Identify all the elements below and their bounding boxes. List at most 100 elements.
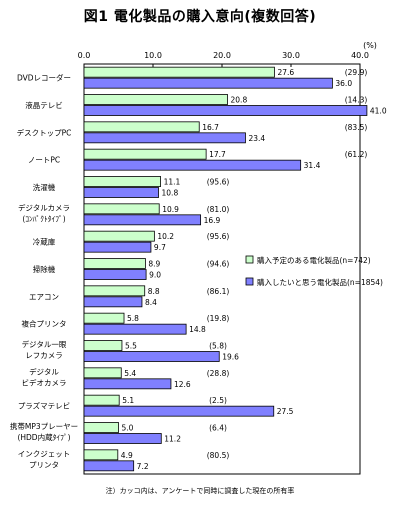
data-label-desired: 36.0 [335, 79, 352, 88]
category-label: 液晶テレビ [25, 100, 63, 110]
category-label: 携帯MP3プレーヤー [10, 421, 78, 431]
category-label: 複合プリンタ [22, 319, 67, 329]
ownership-rate: (94.6) [207, 260, 230, 269]
category-label: DVDレコーダー [17, 73, 71, 83]
bar-planned [83, 449, 119, 461]
data-label-desired: 19.6 [222, 353, 239, 362]
bar-desired [83, 433, 162, 444]
bar-planned [83, 121, 200, 133]
data-label-desired: 12.6 [174, 380, 191, 389]
data-label-planned: 5.4 [124, 369, 136, 378]
data-label-desired: 31.4 [304, 161, 321, 170]
data-label-desired: 10.8 [162, 189, 179, 198]
bar-desired [83, 405, 275, 417]
data-label-planned: 17.7 [209, 150, 226, 159]
bar-planned [83, 230, 155, 242]
data-label-planned: 10.9 [162, 205, 179, 214]
category-label: エアコン [29, 292, 59, 301]
bar-planned [83, 66, 275, 78]
ownership-rate: (5.8) [209, 342, 227, 351]
bar-planned [83, 285, 146, 297]
data-label-desired: 8.4 [145, 298, 157, 307]
x-tick-label: 0.0 [78, 51, 91, 60]
category-label: 掃除機 [33, 264, 56, 274]
ownership-rate: (61.2) [345, 150, 368, 159]
data-label-desired: 9.0 [149, 271, 161, 280]
bar-planned [83, 258, 146, 269]
footnote: 注）カッコ内は、アンケートで同時に調査した現在の所有率 [105, 487, 295, 495]
category-label: レフカメラ [25, 351, 63, 360]
data-label-planned: 8.8 [148, 287, 160, 296]
bar-desired [83, 378, 172, 390]
data-label-planned: 8.9 [148, 260, 160, 269]
bar-planned [83, 148, 207, 160]
data-label-planned: 5.5 [125, 342, 137, 351]
ownership-rate: (29.9) [345, 68, 368, 77]
category-label: デジタルカメラ [18, 202, 70, 212]
ownership-rate: (80.5) [207, 451, 230, 460]
category-label: プラズマテレビ [18, 401, 70, 411]
category-label: (ｺﾝﾊﾟｸﾄﾀｲﾌﾟ) [22, 214, 65, 223]
bar-desired [83, 241, 152, 253]
data-label-planned: 5.8 [127, 314, 139, 323]
bar-desired [83, 269, 147, 280]
category-label: デスクトップPC [17, 127, 72, 137]
bar-desired [83, 77, 333, 89]
category-label: (HDD内蔵ﾀｲﾌﾟ) [17, 432, 70, 442]
category-label: デジタル [29, 366, 59, 376]
data-label-desired: 14.8 [189, 325, 206, 334]
category-label: ビデオカメラ [22, 377, 67, 387]
data-label-desired: 27.5 [277, 407, 294, 416]
unit-label: (%) [363, 41, 377, 50]
category-label: プリンタ [29, 460, 59, 469]
ownership-rate: (28.8) [207, 369, 230, 378]
x-tick-label: 10.0 [144, 51, 162, 60]
data-label-desired: 9.7 [154, 243, 166, 252]
ownership-rate: (95.6) [207, 232, 230, 241]
ownership-rate: (86.1) [207, 287, 230, 296]
data-label-planned: 20.8 [231, 96, 248, 105]
category-label: 洗濯機 [33, 182, 56, 192]
x-tick-label: 40.0 [351, 51, 369, 60]
bar-planned [83, 203, 160, 215]
bar-planned [83, 312, 125, 324]
bar-planned [83, 422, 119, 433]
data-label-planned: 5.0 [122, 424, 134, 433]
legend-label: 購入したいと思う電化製品(n=1854) [257, 277, 383, 287]
legend-swatch [245, 277, 254, 286]
data-label-planned: 11.1 [164, 178, 181, 187]
bar-planned [83, 340, 123, 351]
data-label-desired: 41.0 [370, 107, 387, 116]
chart-title: 図1 電化製品の購入意向(複数回答) [83, 9, 317, 25]
category-label: ノートPC [28, 156, 60, 165]
legend-swatch [245, 255, 254, 264]
data-label-desired: 7.2 [137, 462, 149, 471]
data-label-desired: 23.4 [248, 134, 265, 143]
bar-desired [83, 323, 187, 335]
data-label-planned: 5.1 [122, 396, 134, 405]
ownership-rate: (83.5) [345, 123, 368, 132]
data-label-desired: 11.2 [164, 435, 181, 444]
category-label: デジタル一眼 [22, 339, 67, 349]
bar-desired [83, 296, 143, 308]
bar-desired [83, 132, 246, 144]
bar-planned [83, 367, 122, 379]
data-label-desired: 16.9 [204, 216, 221, 225]
ownership-rate: (19.8) [207, 314, 230, 323]
data-label-planned: 4.9 [121, 451, 133, 460]
category-label: 冷蔵庫 [33, 237, 56, 247]
ownership-rate: (81.0) [207, 205, 230, 214]
bar-desired [83, 159, 302, 171]
bar-desired [83, 187, 159, 198]
x-tick-label: 20.0 [213, 51, 231, 60]
bar-planned [83, 394, 120, 406]
data-label-planned: 16.7 [202, 123, 219, 132]
ownership-rate: (2.5) [209, 396, 227, 405]
legend-label: 購入予定のある電化製品(n=742) [257, 255, 371, 265]
bar-planned [83, 94, 228, 105]
ownership-rate: (6.4) [209, 424, 227, 433]
data-label-planned: 10.2 [157, 232, 174, 241]
ownership-rate: (95.6) [207, 178, 230, 187]
bar-desired [83, 351, 220, 362]
